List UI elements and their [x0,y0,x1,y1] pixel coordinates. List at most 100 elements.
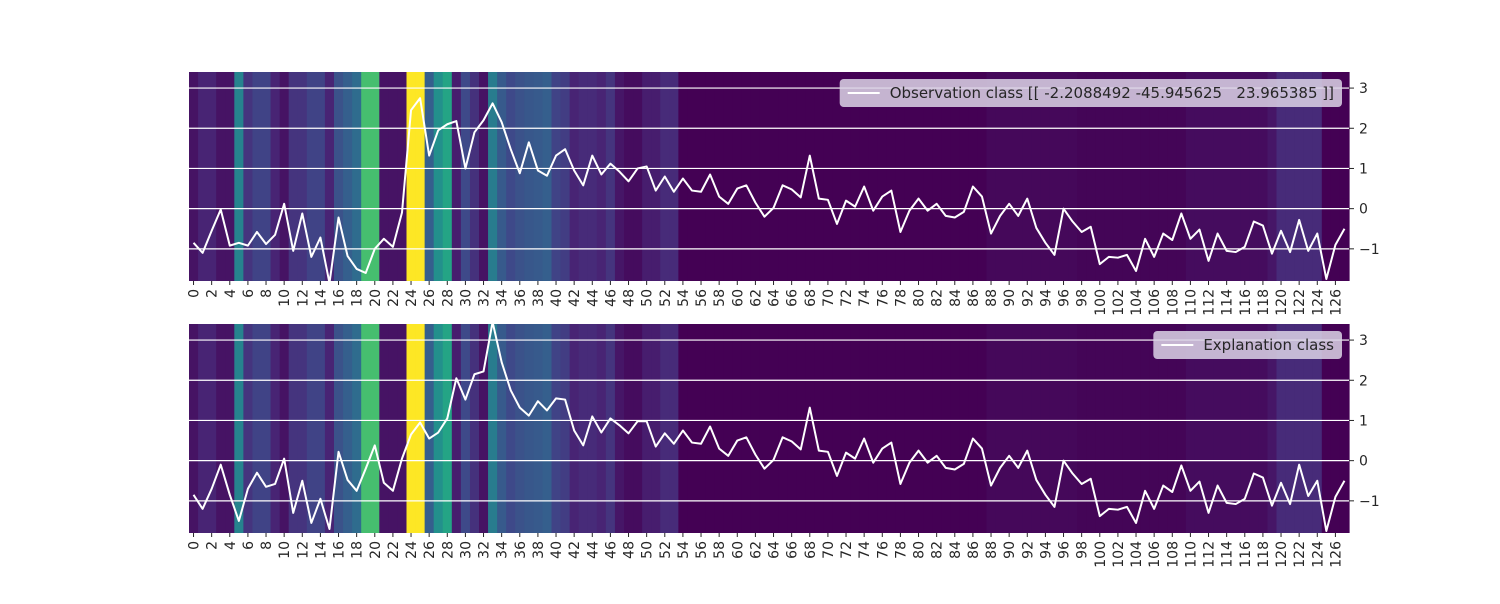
observation-heatmap [189,72,1350,281]
heatmap-cell [614,72,625,281]
x-tick-label: 16 [332,541,348,559]
x-tick-label: 126 [1328,289,1344,316]
heatmap-cell [1086,324,1096,533]
heatmap-cell [1204,72,1214,281]
x-tick-label: 70 [821,541,837,559]
heatmap-cell [1213,72,1223,281]
heatmap-cell [986,72,997,281]
x-tick-label: 120 [1274,289,1290,316]
heatmap-cell [1303,72,1314,281]
x-tick-label: 108 [1165,541,1181,568]
x-tick-label: 60 [730,289,746,307]
x-tick-label: 28 [440,541,456,559]
heatmap-cell [315,324,326,533]
x-tick-label: 78 [893,289,909,307]
heatmap-cell [1149,324,1160,533]
heatmap-cell [1249,72,1259,281]
heatmap-cell [1077,324,1087,533]
x-tick-label: 92 [1020,289,1036,307]
x-tick-label: 8 [259,289,275,298]
heatmap-cell [1339,324,1350,533]
heatmap-cell [769,72,779,281]
observation-legend: Observation class [[ -2.2088492 -45.9456… [839,79,1342,107]
x-tick-label: 76 [875,541,891,559]
x-tick-label: 40 [549,541,565,559]
heatmap-cell [234,72,244,281]
series-line [192,97,1346,281]
x-tick-label: 78 [893,541,909,559]
heatmap-cell [578,72,589,281]
heatmap-cell [397,72,408,281]
x-tick-label: 10 [277,289,293,307]
heatmap-cell [750,72,761,281]
x-tick-label: 96 [1057,289,1073,307]
heatmap-cell [1031,324,1042,533]
x-tick-label: 68 [803,289,819,307]
x-tick-label: 72 [839,289,855,307]
x-tick-label: 86 [966,289,982,307]
x-tick-label: 32 [477,289,493,307]
heatmap-cell [723,72,734,281]
y-tick-label: 2 [1359,121,1368,137]
heatmap-cell [823,72,834,281]
x-tick-label: 0 [187,289,203,298]
series-line [192,324,1346,532]
x-tick-label: 104 [1129,541,1145,568]
heatmap-cell [334,72,344,281]
heatmap-cell [959,324,969,533]
heatmap-cell [1176,324,1187,533]
heatmap-cell [234,324,244,533]
x-tick-label: 110 [1183,541,1199,568]
x-tick-label: 6 [241,541,257,550]
x-tick-label: 8 [259,541,275,550]
heatmap-cell [243,324,254,533]
heatmap-cell [605,72,616,281]
heatmap-cell [1140,324,1151,533]
heatmap-cell [959,72,969,281]
heatmap-cell [886,324,897,533]
heatmap-cell [415,72,426,281]
heatmap-cell [524,72,534,281]
x-tick-label: 26 [422,289,438,307]
heatmap-cell [560,324,571,533]
y-tick-label: 0 [1359,454,1368,470]
heatmap-cell [460,324,471,533]
heatmap-cell [1086,72,1096,281]
x-tick-label: 64 [767,289,783,307]
x-tick-label: 52 [658,289,674,307]
heatmap-cell [624,72,634,281]
heatmap-cell [497,72,507,281]
heatmap-cell [614,324,625,533]
heatmap-cell [361,72,371,281]
heatmap-cell [1004,72,1015,281]
x-tick-label: 94 [1038,289,1054,307]
heatmap-cell [778,324,788,533]
heatmap-cell [995,324,1006,533]
heatmap-cell [1113,72,1124,281]
heatmap-cell [687,324,698,533]
heatmap-cell [1131,324,1142,533]
y-tick-label: 1 [1359,161,1368,177]
x-tick-label: 70 [821,289,837,307]
heatmap-cell [533,72,544,281]
x-tick-label: 66 [785,289,801,307]
heatmap-cell [1049,72,1060,281]
x-tick-label: 90 [1002,289,1018,307]
x-tick-label: 80 [912,289,928,307]
observation-series [192,97,1346,281]
heatmap-cell [1068,72,1078,281]
x-tick-label: 112 [1202,289,1218,316]
heatmap-cell [1258,324,1269,533]
y-tick-label: 3 [1359,333,1368,349]
heatmap-cell [832,72,843,281]
explanation-x-axis: 0 2 4 6 8 10 12 14 16 18 20 22 24 26 28 30 32 34 36 38 40 42 4… [187,533,1344,568]
x-tick-label: 118 [1256,289,1272,316]
heatmap-cell [352,72,362,281]
heatmap-cell [424,72,435,281]
heatmap-cell [669,72,679,281]
heatmap-cell [288,324,299,533]
x-tick-label: 62 [748,541,764,559]
heatmap-cell [497,324,507,533]
heatmap-cell [732,324,743,533]
explanation-legend-label: Explanation class [1203,336,1334,354]
